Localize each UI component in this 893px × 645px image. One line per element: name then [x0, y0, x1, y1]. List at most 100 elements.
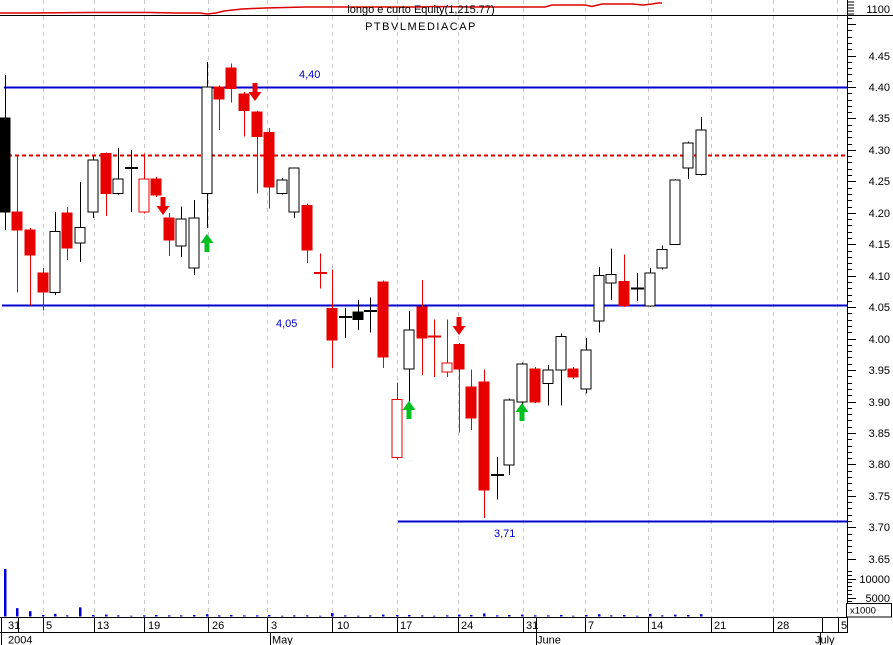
candle	[74, 181, 86, 262]
date-label: 10	[337, 620, 349, 632]
volume-bar	[92, 614, 95, 617]
volume-bar	[29, 611, 32, 617]
month-label: July	[815, 635, 835, 645]
candle-body	[377, 281, 389, 358]
candle-body	[605, 273, 617, 284]
level-lines-layer: 4,40 4,05 3,71	[2, 69, 847, 540]
month-label: May	[272, 635, 293, 645]
volume-tick-label: 10000	[859, 574, 890, 586]
candle	[605, 248, 617, 301]
volume-bar	[105, 614, 108, 617]
sell-arrow-icon	[156, 197, 170, 215]
volume-bar	[396, 614, 399, 617]
chart-title: longo e curto Equity(1,215.77)	[347, 4, 494, 16]
candle	[288, 167, 300, 218]
candle	[100, 152, 112, 216]
date-label: 14	[651, 620, 663, 632]
candle-body	[682, 142, 694, 169]
volume-bar	[168, 615, 171, 617]
candle-body	[301, 204, 313, 251]
volume-bar	[319, 615, 322, 617]
level-label: 4,05	[276, 318, 297, 330]
price-tick-label: 3.70	[869, 522, 890, 534]
candle	[580, 337, 592, 394]
volume-bar	[293, 615, 296, 617]
price-tick-label: 4.25	[869, 176, 890, 188]
candles-layer	[0, 61, 707, 518]
equity-pane	[0, 2, 893, 16]
chart-subtitle-instrument: PTBVLMEDIACAP	[365, 21, 477, 33]
candle	[377, 280, 389, 369]
volume-bar	[382, 614, 385, 617]
volume-bar	[687, 614, 690, 617]
candle	[428, 319, 441, 377]
price-tick-label: 4.30	[869, 145, 890, 157]
candle-body	[188, 217, 200, 269]
candle	[656, 245, 668, 270]
candle	[314, 253, 327, 289]
volume-pane	[4, 569, 703, 617]
volume-bar	[421, 615, 424, 617]
price-tick-label: 4.10	[869, 271, 890, 283]
volume-bar	[155, 614, 158, 617]
candle-body	[138, 178, 150, 213]
volume-bar	[331, 613, 334, 617]
volume-bar	[66, 615, 69, 617]
volume-bar	[4, 569, 7, 617]
candle	[465, 369, 477, 430]
price-tick-label: 4.35	[869, 113, 890, 125]
candle	[453, 343, 465, 433]
candle	[112, 148, 124, 195]
candle-body	[403, 329, 415, 370]
price-tick-label: 4.00	[869, 334, 890, 346]
candle-body	[201, 86, 213, 194]
candle	[87, 156, 99, 218]
candle-body	[74, 226, 86, 244]
candle	[276, 178, 288, 195]
volume-bar	[560, 614, 563, 617]
candle-body	[618, 280, 630, 306]
volume-bar	[230, 614, 233, 617]
candle	[24, 227, 36, 306]
candle-body	[478, 381, 490, 491]
candle	[669, 178, 681, 245]
volume-bar	[433, 615, 436, 617]
candle	[631, 273, 644, 301]
candle	[593, 266, 605, 333]
signal-markers-layer	[156, 83, 529, 421]
candle-body	[416, 306, 428, 339]
candle-body	[175, 218, 187, 247]
volume-bar	[572, 615, 575, 617]
candle	[478, 369, 490, 518]
candle-body	[87, 159, 99, 213]
price-tick-label: 4.40	[869, 82, 890, 94]
buy-arrow-icon	[515, 403, 529, 421]
date-label: 17	[400, 620, 412, 632]
price-tick-label: 3.65	[869, 554, 890, 566]
price-tick-label: 3.75	[869, 491, 890, 503]
candle-body	[276, 179, 288, 194]
candle-body	[567, 368, 579, 378]
candle-body	[593, 275, 605, 322]
volume-bar	[661, 615, 664, 617]
date-label: 5	[46, 620, 52, 632]
volume-bar	[218, 615, 221, 617]
candle-body	[213, 86, 225, 100]
date-label: 21	[714, 620, 726, 632]
candle	[301, 203, 313, 264]
buy-arrow-icon	[200, 234, 214, 252]
volume-bar	[281, 615, 284, 617]
sell-arrow-icon	[452, 317, 466, 335]
candle-body	[49, 231, 61, 294]
volume-bar	[357, 615, 360, 617]
candle	[163, 212, 175, 257]
candle	[441, 319, 453, 377]
candle-body	[465, 386, 477, 419]
candle-body	[251, 111, 263, 138]
candle	[542, 365, 554, 406]
volume-bar	[16, 608, 19, 617]
month-label: June	[537, 635, 561, 645]
volume-bar	[623, 614, 626, 617]
